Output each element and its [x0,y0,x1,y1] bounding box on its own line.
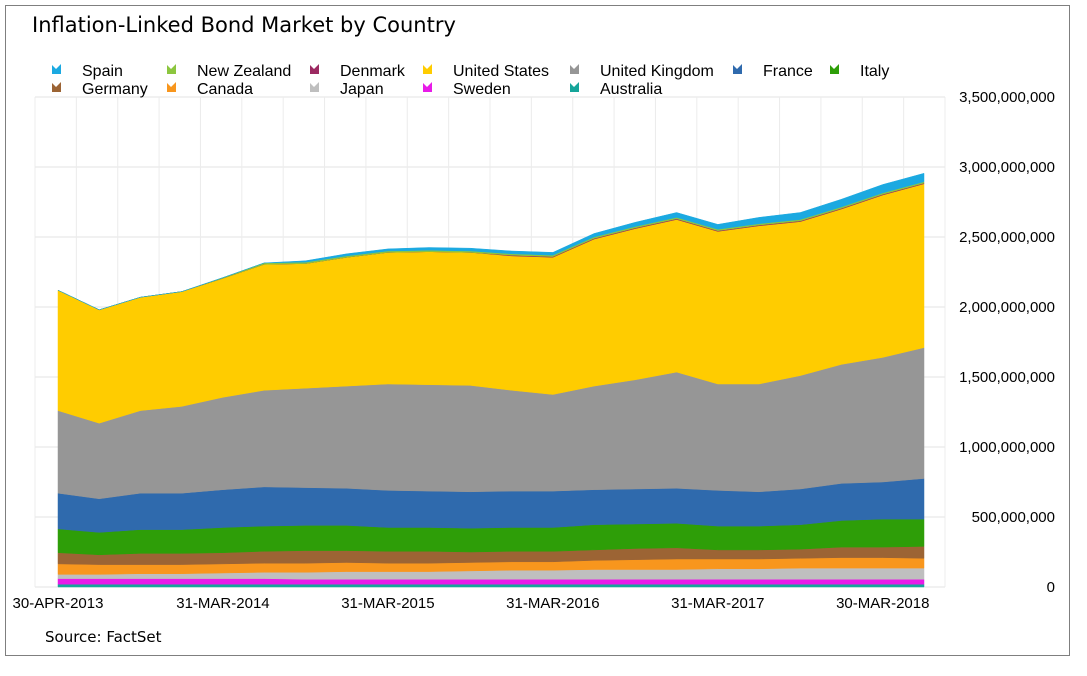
x-tick-label: 31-MAR-2014 [176,595,269,612]
legend-label: Germany [82,81,148,98]
x-tick-label: 31-MAR-2015 [341,595,434,612]
legend-swatch [52,64,61,74]
legend-item-italy: Italy [830,63,889,80]
x-tick-label: 31-MAR-2017 [671,595,764,612]
y-tick-label: 2,500,000,000 [959,229,1055,246]
legend-item-sweden: Sweden [423,81,511,98]
legend-swatch [423,64,432,74]
y-tick-label: 500,000,000 [972,509,1055,526]
legend-swatch [570,82,579,92]
source-note: Source: FactSet [45,628,162,646]
legend-item-new-zealand: New Zealand [167,63,291,80]
legend-swatch [570,64,579,74]
legend-label: Denmark [340,63,406,80]
legend-item-united-states: United States [423,63,549,80]
legend-item-spain: Spain [52,63,123,80]
legend-swatch [310,64,319,74]
legend-label: Italy [860,63,889,80]
y-tick-label: 3,500,000,000 [959,89,1055,106]
y-tick-label: 1,500,000,000 [959,369,1055,386]
legend-swatch [310,82,319,92]
legend-label: Australia [600,81,662,98]
x-tick-label: 31-MAR-2016 [506,595,599,612]
legend-label: France [763,63,813,80]
chart-title: Inflation-Linked Bond Market by Country [32,13,456,37]
x-tick-label: 30-APR-2013 [13,595,104,612]
legend-swatch [167,82,176,92]
area-australia [57,583,925,588]
legend-label: Japan [340,81,384,98]
y-tick-label: 1,000,000,000 [959,439,1055,456]
legend: Spain New Zealand Denmark United States Unit… [52,63,889,98]
legend-label: Spain [82,63,123,80]
chart-frame [5,5,1070,656]
legend-item-canada: Canada [167,81,253,98]
legend-label: Sweden [453,81,511,98]
legend-label: Canada [197,81,253,98]
stacked-areas [57,172,925,588]
legend-swatch [167,64,176,74]
legend-item-japan: Japan [310,81,384,98]
legend-item-germany: Germany [52,81,148,98]
legend-item-france: France [733,63,813,80]
y-tick-label: 3,000,000,000 [959,159,1055,176]
y-tick-label: 2,000,000,000 [959,299,1055,316]
legend-swatch [733,64,742,74]
legend-item-australia: Australia [570,81,662,98]
legend-label: United Kingdom [600,63,714,80]
legend-swatch [423,82,432,92]
legend-swatch [830,64,839,74]
area-spain [57,172,925,311]
y-axis-ticks: 0 500,000,000 1,000,000,000 1,500,000,000 2,… [959,89,1055,596]
x-axis-ticks: 30-APR-2013 31-MAR-2014 31-MAR-2015 31-MAR-… [13,595,930,612]
y-tick-label: 0 [1047,579,1055,596]
legend-item-united-kingdom: United Kingdom [570,63,714,80]
x-tick-label: 30-MAR-2018 [836,595,929,612]
legend-label: New Zealand [197,63,291,80]
legend-item-denmark: Denmark [310,63,406,80]
legend-label: United States [453,63,549,80]
legend-swatch [52,82,61,92]
